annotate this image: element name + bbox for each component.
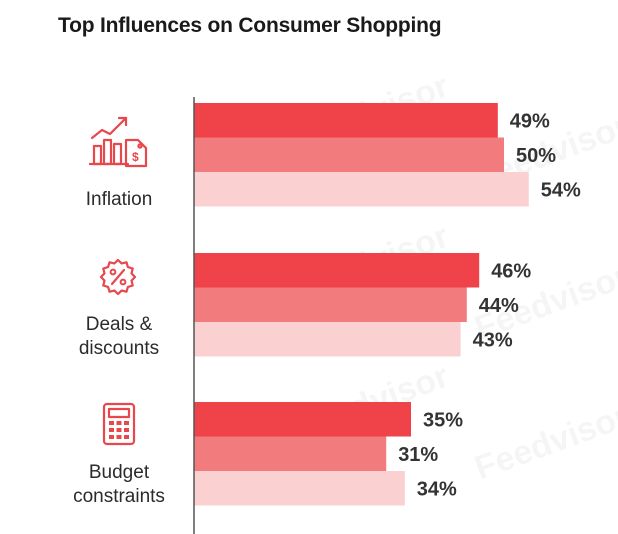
bars-layer [194, 103, 529, 506]
value-label: 46% [491, 260, 531, 282]
watermark-text: Feedvisor [470, 397, 618, 488]
value-label: 54% [541, 179, 581, 201]
bar-0-1 [194, 137, 504, 172]
value-label: 50% [516, 145, 556, 167]
value-labels-layer: 49% 50% 54% 46% 44% 43% 35% 31% 34% [398, 110, 581, 500]
inflation-price-tag-icon: $ [88, 116, 148, 168]
bar-0-2 [194, 172, 529, 207]
bar-2-1 [194, 436, 387, 471]
bar-1-1 [194, 287, 467, 322]
bar-0-0 [194, 103, 498, 138]
category-label-1-line-0: Deals & [86, 314, 153, 335]
bar-2-2 [194, 471, 405, 506]
value-label: 31% [398, 444, 438, 466]
category-labels-layer: Inflation Deals & discounts Budget constrain… [73, 189, 165, 507]
category-label-0-line-0: Inflation [86, 189, 153, 210]
category-label-1-line-1: discounts [79, 338, 159, 359]
calculator-icon [102, 402, 136, 446]
value-label: 35% [423, 409, 463, 431]
bar-1-0 [194, 253, 480, 288]
value-label: 44% [479, 295, 519, 317]
bar-2-0 [194, 402, 411, 437]
percent-badge-icon [99, 258, 137, 296]
category-label-2-line-0: Budget [89, 462, 150, 483]
value-label: 34% [417, 478, 457, 500]
svg-text:$: $ [132, 150, 139, 164]
category-label-2-line-1: constraints [73, 486, 165, 507]
value-label: 49% [510, 110, 550, 132]
bar-1-2 [194, 322, 461, 357]
chart-title: Top Influences on Consumer Shopping [58, 14, 442, 37]
value-label: 43% [473, 329, 513, 351]
